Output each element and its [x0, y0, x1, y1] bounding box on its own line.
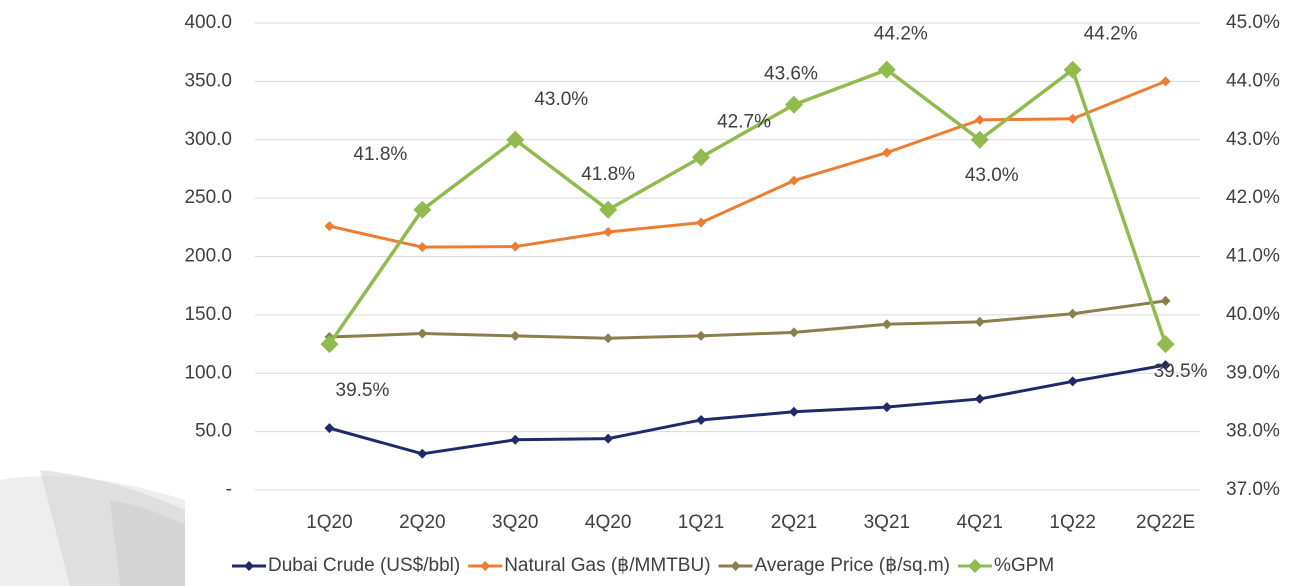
- data-label: 39.5%: [336, 380, 390, 401]
- data-label: 43.0%: [534, 89, 588, 110]
- decoration: [0, 470, 185, 586]
- point-marker: [882, 148, 892, 158]
- y-tick-label: 50.0: [195, 421, 232, 442]
- point-marker: [510, 331, 520, 341]
- legend-label: Natural Gas (฿/MMTBU): [504, 555, 710, 576]
- data-label: 39.5%: [1154, 361, 1208, 382]
- point-marker: [692, 148, 710, 166]
- legend-label: Average Price (฿/sq.m): [755, 555, 950, 576]
- data-label: 44.2%: [874, 24, 928, 45]
- point-marker: [417, 449, 427, 459]
- legend-label: Dubai Crude (US$/bbl): [268, 555, 460, 576]
- x-tick-label: 3Q21: [864, 512, 910, 533]
- y2-tick-label: 42.0%: [1226, 187, 1280, 208]
- y2-tick-label: 44.0%: [1226, 70, 1280, 91]
- y-tick-label: -: [226, 479, 232, 500]
- legend-marker: [480, 561, 490, 571]
- y2-tick-label: 43.0%: [1226, 129, 1280, 150]
- x-tick-label: 3Q20: [492, 512, 538, 533]
- point-marker: [975, 317, 985, 327]
- x-tick-label: 2Q22E: [1136, 512, 1195, 533]
- point-marker: [603, 333, 613, 343]
- point-marker: [417, 242, 427, 252]
- y2-tick-label: 39.0%: [1226, 362, 1280, 383]
- y2-tick-label: 37.0%: [1226, 479, 1280, 500]
- x-tick-label: 2Q21: [771, 512, 817, 533]
- x-tick-label: 1Q20: [306, 512, 352, 533]
- point-marker: [789, 407, 799, 417]
- point-marker: [417, 329, 427, 339]
- point-marker: [1161, 296, 1171, 306]
- point-marker: [789, 327, 799, 337]
- y-tick-label: 250.0: [184, 187, 232, 208]
- series-line: [329, 365, 1165, 454]
- point-marker: [696, 415, 706, 425]
- data-label: 42.7%: [717, 111, 771, 132]
- point-marker: [882, 402, 892, 412]
- point-marker: [510, 435, 520, 445]
- y-tick-label: 300.0: [184, 129, 232, 150]
- point-marker: [785, 96, 803, 114]
- x-tick-label: 1Q21: [678, 512, 724, 533]
- point-marker: [1157, 335, 1175, 353]
- x-tick-label: 2Q20: [399, 512, 445, 533]
- point-marker: [975, 115, 985, 125]
- point-marker: [1068, 309, 1078, 319]
- point-marker: [696, 331, 706, 341]
- legend-label: %GPM: [994, 555, 1054, 576]
- data-label: 43.6%: [764, 64, 818, 85]
- point-marker: [1161, 76, 1171, 86]
- point-marker: [1068, 376, 1078, 386]
- data-label: 41.8%: [581, 164, 635, 185]
- x-tick-label: 1Q22: [1049, 512, 1095, 533]
- point-marker: [882, 319, 892, 329]
- legend-marker: [731, 561, 741, 571]
- legend-marker: [968, 559, 982, 573]
- y2-tick-label: 45.0%: [1226, 12, 1280, 33]
- point-marker: [975, 394, 985, 404]
- y-tick-label: 200.0: [184, 246, 232, 267]
- x-tick-label: 4Q20: [585, 512, 631, 533]
- chart: - 50.0 100.0 150.0 200.0 250.0 300.0 350.0 400.0…: [0, 0, 1311, 586]
- point-marker: [603, 227, 613, 237]
- point-marker: [510, 242, 520, 252]
- series-line: [329, 301, 1165, 338]
- point-marker: [696, 218, 706, 228]
- legend-marker: [244, 561, 254, 571]
- series-line: [329, 81, 1165, 247]
- y-tick-label: 150.0: [184, 304, 232, 325]
- point-marker: [603, 434, 613, 444]
- y-tick-label: 400.0: [184, 12, 232, 33]
- y-tick-label: 350.0: [184, 70, 232, 91]
- y2-tick-label: 40.0%: [1226, 304, 1280, 325]
- y2-tick-label: 38.0%: [1226, 421, 1280, 442]
- point-marker: [789, 176, 799, 186]
- x-tick-label: 4Q21: [957, 512, 1003, 533]
- point-marker: [324, 221, 334, 231]
- data-label: 44.2%: [1084, 24, 1138, 45]
- page: {"chart_data": { "type": "line", "catego…: [0, 0, 1311, 586]
- point-marker: [1068, 114, 1078, 124]
- data-label: 43.0%: [965, 165, 1019, 186]
- data-label: 41.8%: [353, 144, 407, 165]
- y2-tick-label: 41.0%: [1226, 246, 1280, 267]
- y-tick-label: 100.0: [184, 362, 232, 383]
